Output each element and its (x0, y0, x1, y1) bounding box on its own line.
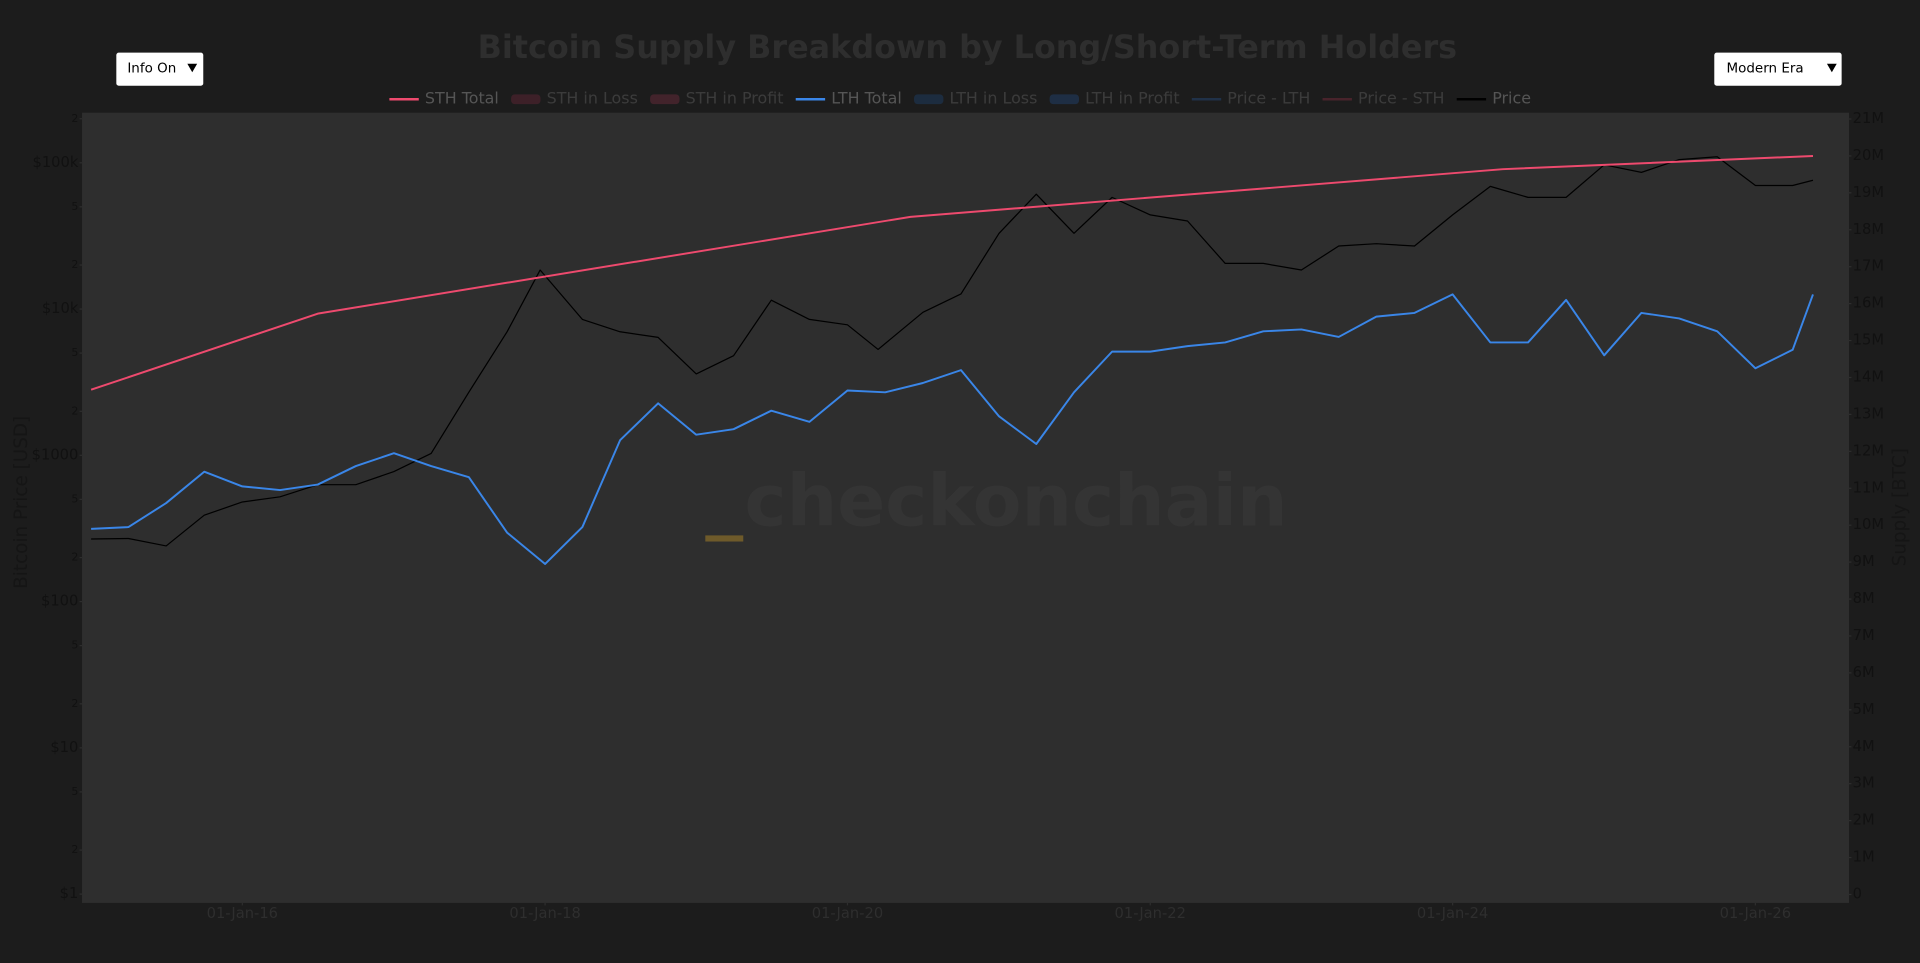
y-tick-label: $1 (60, 885, 79, 902)
y-tick-label: 5 (71, 200, 78, 213)
y2-tick-label: 0 (1853, 885, 1862, 902)
x-tick-label: 01-Jan-20 (812, 905, 883, 922)
legend-label: Price (1492, 89, 1531, 108)
series-line (91, 156, 1814, 547)
y2-tick-label: 18M (1853, 221, 1884, 238)
legend-swatch (1049, 94, 1080, 105)
y2-tick-label: 13M (1853, 405, 1884, 422)
y2-tick-label: 7M (1853, 627, 1875, 644)
dropdown-box[interactable] (116, 52, 204, 86)
legend-label: Price - LTH (1227, 89, 1310, 108)
y2-tick-label: 10M (1853, 516, 1884, 533)
series-line (90, 154, 1814, 391)
legend-item: LTH in Profit (1049, 89, 1180, 108)
dropdown-arrow (187, 63, 198, 73)
legend-label: LTH Total (831, 89, 902, 108)
legend-swatch (914, 94, 944, 105)
y-tick-label: $10 (50, 739, 78, 756)
y-tick-label: 5 (71, 785, 78, 798)
x-tick-label: 01-Jan-26 (1720, 905, 1791, 922)
y2-tick-label: 15M (1853, 332, 1884, 349)
legend-label: STH in Profit (686, 89, 784, 108)
dropdown-box[interactable] (1714, 52, 1842, 86)
dropdown-label[interactable]: Modern Era (1727, 61, 1804, 77)
legend-label: STH in Loss (547, 89, 638, 108)
y-tick-label: $10k (42, 300, 79, 317)
watermark: checkonchain (744, 460, 1287, 543)
y-tick-label: 2 (71, 258, 78, 271)
chart-title: Bitcoin Supply Breakdown by Long/Short-T… (478, 28, 1458, 66)
y2-tick-label: 17M (1853, 258, 1884, 275)
x-tick-label: 01-Jan-16 (207, 905, 278, 922)
dropdown-label[interactable]: Info On (127, 61, 176, 77)
y2-tick-label: 5M (1853, 701, 1875, 718)
y2-tick-label: 1M (1853, 849, 1875, 866)
y2-tick-label: 9M (1853, 553, 1875, 570)
y2-tick-label: 6M (1853, 664, 1875, 681)
y2-tick-label: 19M (1853, 184, 1884, 201)
era-dropdown[interactable]: Modern Era (1714, 52, 1842, 86)
y-tick-label: 2 (71, 404, 78, 417)
x-tick-label: 01-Jan-22 (1115, 905, 1186, 922)
y-tick-label: 5 (71, 639, 78, 652)
y-tick-label: 2 (71, 697, 78, 710)
y2-tick-label: 3M (1853, 775, 1875, 792)
legend-item: Price - LTH (1191, 89, 1310, 108)
dropdown-arrow (1826, 63, 1837, 73)
series-line (91, 293, 1814, 565)
y2-tick-label: 8M (1853, 590, 1875, 607)
legend-label: STH Total (425, 89, 499, 108)
legend-label: LTH in Profit (1085, 89, 1179, 108)
y2-tick-label: 21M (1853, 110, 1884, 127)
legend-swatch (511, 94, 541, 105)
y-axis-title: Bitcoin Price [USD] (11, 416, 32, 589)
legend-item: STH in Loss (511, 89, 638, 108)
y2-tick-label: 12M (1853, 442, 1884, 459)
y2-tick-label: 2M (1853, 812, 1875, 829)
x-tick-label: 01-Jan-18 (509, 905, 580, 922)
legend-item: Price (1456, 89, 1531, 108)
y2-tick-label: 4M (1853, 738, 1875, 755)
legend-item: LTH in Loss (914, 89, 1037, 108)
legend-item: LTH Total (795, 89, 902, 108)
y-tick-label: $1000 (32, 446, 79, 463)
y-tick-label: 2 (71, 112, 78, 125)
legend-label: LTH in Loss (950, 89, 1038, 108)
plot-area (82, 112, 1849, 903)
y-tick-label: $100k (32, 154, 78, 171)
legend-item: STH in Profit (650, 89, 783, 108)
y2-tick-label: 11M (1853, 479, 1884, 496)
legend-label: Price - STH (1358, 89, 1444, 108)
legend-item: STH Total (389, 89, 499, 108)
info-dropdown[interactable]: Info On (116, 52, 204, 86)
y-tick-label: 5 (71, 346, 78, 359)
y-tick-label: $100 (41, 593, 78, 610)
legend-swatch (650, 94, 680, 105)
y-tick-label: 2 (71, 551, 78, 564)
y2-axis-title: Supply [BTC] (1889, 448, 1910, 566)
y2-tick-label: 16M (1853, 295, 1884, 312)
legend-item: Price - STH (1322, 89, 1444, 108)
y-tick-label: 2 (71, 843, 78, 856)
x-tick-label: 01-Jan-24 (1417, 905, 1488, 922)
y-tick-label: 5 (71, 492, 78, 505)
y2-tick-label: 20M (1853, 147, 1884, 164)
watermark-mark (705, 535, 744, 542)
y2-tick-label: 14M (1853, 368, 1884, 385)
